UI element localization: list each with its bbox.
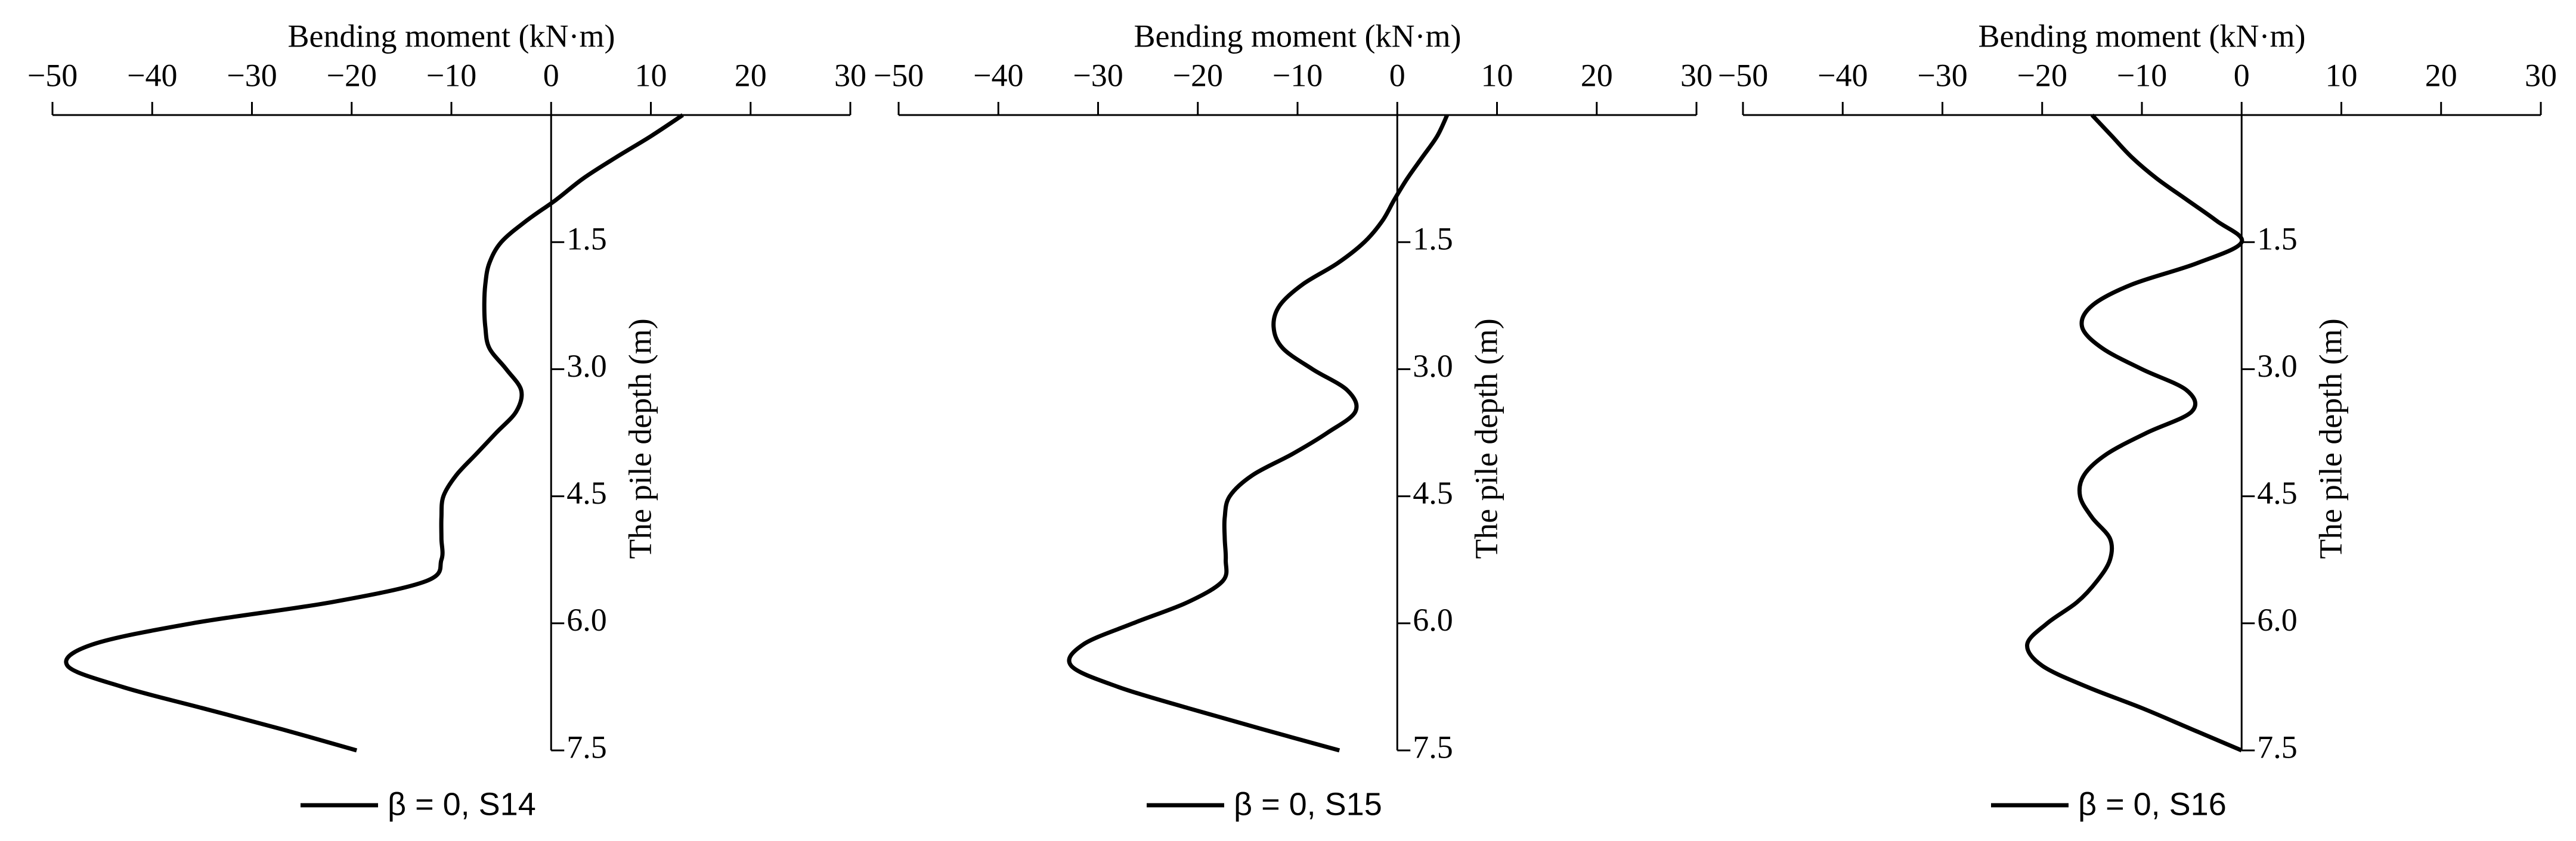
y-axis-label: The pile depth (m) — [2313, 318, 2349, 558]
x-tick-label: 10 — [635, 57, 667, 93]
panel: Bending moment (kN·m) −50 −40 −30 −20 −10 0 10 2… — [874, 18, 1713, 822]
x-tick-label: 20 — [1581, 57, 1613, 93]
x-tick-label: −10 — [2117, 57, 2167, 93]
chart-title: Bending moment (kN·m) — [1979, 18, 2306, 54]
x-tick-label: −10 — [426, 57, 476, 93]
x-tick-label: −50 — [874, 57, 924, 93]
y-tick-label: 4.5 — [2257, 475, 2298, 511]
chart-title: Bending moment (kN·m) — [288, 18, 615, 54]
panel: Bending moment (kN·m) −50 −40 −30 −20 −10 0 10 2… — [1718, 18, 2557, 822]
data-line — [2025, 113, 2244, 753]
y-axis-label: The pile depth (m) — [1469, 318, 1504, 558]
legend-label: β = 0, S14 — [388, 786, 536, 822]
x-tick-label: −30 — [1917, 57, 1967, 93]
y-tick-label: 7.5 — [1413, 729, 1453, 765]
x-tick-label: −10 — [1272, 57, 1323, 93]
x-tick-label: 30 — [2525, 57, 2557, 93]
y-tick-label: 7.5 — [2257, 729, 2298, 765]
y-tick-label: 3.0 — [2257, 348, 2298, 384]
x-tick-label: −40 — [1818, 57, 1868, 93]
x-tick-label: 20 — [735, 57, 767, 93]
x-tick-label: −50 — [1718, 57, 1768, 93]
legend-label: β = 0, S16 — [2078, 786, 2227, 822]
y-tick-label: 6.0 — [2257, 602, 2298, 638]
legend-label: β = 0, S15 — [1234, 786, 1382, 822]
y-tick-label: 1.5 — [566, 221, 607, 257]
data-line — [64, 113, 684, 753]
panel: Bending moment (kN·m) −50 −40 −30 −20 −10 0 10 2… — [27, 18, 866, 822]
x-tick-label: 0 — [543, 57, 559, 93]
y-tick-label: 4.5 — [566, 475, 607, 511]
y-tick-label: 6.0 — [1413, 602, 1453, 638]
data-line — [1067, 114, 1450, 753]
x-tick-label: −20 — [1173, 57, 1223, 93]
x-tick-label: −30 — [1073, 57, 1123, 93]
x-tick-label: −40 — [127, 57, 177, 93]
x-tick-label: 0 — [2234, 57, 2250, 93]
x-tick-label: −20 — [327, 57, 377, 93]
x-tick-label: −50 — [27, 57, 78, 93]
x-tick-label: 30 — [1680, 57, 1713, 93]
x-tick-label: 0 — [1389, 57, 1405, 93]
y-tick-label: 1.5 — [1413, 221, 1453, 257]
x-tick-label: 10 — [2326, 57, 2358, 93]
y-tick-label: 4.5 — [1413, 475, 1453, 511]
x-tick-label: 20 — [2425, 57, 2457, 93]
y-tick-label: 1.5 — [2257, 221, 2298, 257]
y-tick-label: 7.5 — [566, 729, 607, 765]
y-tick-label: 3.0 — [566, 348, 607, 384]
x-tick-label: 10 — [1481, 57, 1513, 93]
chart-title: Bending moment (kN·m) — [1134, 18, 1462, 54]
x-tick-label: 30 — [834, 57, 866, 93]
y-tick-label: 6.0 — [566, 602, 607, 638]
x-tick-label: −40 — [973, 57, 1023, 93]
y-axis-label: The pile depth (m) — [623, 318, 658, 558]
x-tick-label: −30 — [227, 57, 277, 93]
y-tick-label: 3.0 — [1413, 348, 1453, 384]
x-tick-label: −20 — [2017, 57, 2067, 93]
